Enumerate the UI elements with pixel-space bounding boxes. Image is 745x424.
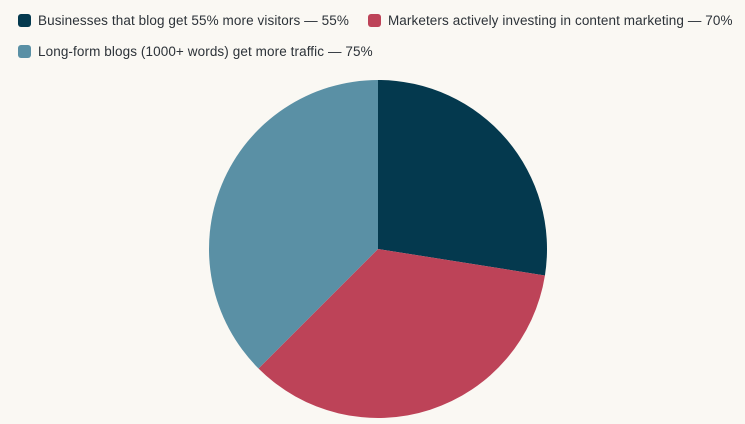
legend-item-long-form-blogs: Long-form blogs (1000+ words) get more t… bbox=[18, 44, 373, 59]
legend-swatch-long-form-blogs bbox=[18, 45, 31, 58]
pie-slice-2 bbox=[209, 80, 378, 369]
pie-chart-svg bbox=[209, 80, 547, 418]
pie-slice-0 bbox=[378, 80, 547, 276]
legend-label-marketers-investing: Marketers actively investing in content … bbox=[387, 13, 733, 28]
legend-swatch-businesses-blog bbox=[18, 14, 31, 27]
pie-chart bbox=[209, 80, 547, 418]
legend-item-businesses-blog: Businesses that blog get 55% more visito… bbox=[18, 13, 349, 28]
legend-swatch-marketers-investing bbox=[367, 14, 381, 27]
chart-legend: Businesses that blog get 55% more visito… bbox=[18, 13, 733, 59]
legend-label-businesses-blog: Businesses that blog get 55% more visito… bbox=[38, 13, 349, 28]
pie-slice-1 bbox=[258, 249, 545, 418]
legend-label-long-form-blogs: Long-form blogs (1000+ words) get more t… bbox=[38, 44, 373, 59]
legend-item-marketers-investing: Marketers actively investing in content … bbox=[367, 13, 733, 28]
